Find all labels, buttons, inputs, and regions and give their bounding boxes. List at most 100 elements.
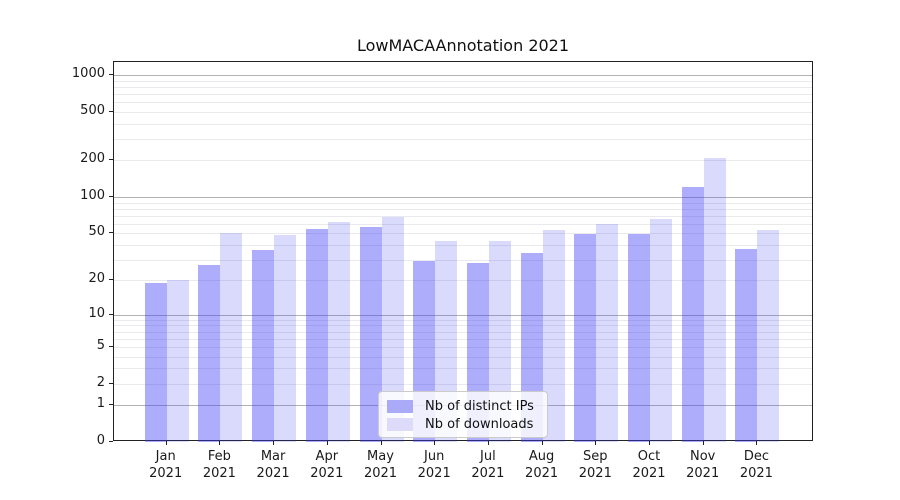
- y-tick-mark: [109, 441, 113, 442]
- y-tick-label: 50: [88, 224, 105, 240]
- x-tick-mark: [434, 441, 436, 445]
- x-tick-label: Jan 2021: [149, 449, 183, 481]
- gridline-minor: [114, 244, 812, 246]
- gridline-minor: [114, 259, 812, 261]
- gridline-minor: [114, 331, 812, 333]
- bar-distinct-ips: [144, 282, 167, 442]
- gridline-minor: [114, 338, 812, 340]
- bar-distinct-ips: [359, 227, 382, 442]
- legend-label-downloads: Nb of downloads: [425, 416, 534, 432]
- y-tick-mark: [109, 279, 113, 281]
- x-tick-label: Apr 2021: [310, 449, 344, 481]
- bar-distinct-ips: [681, 187, 704, 442]
- gridline-minor: [114, 233, 812, 235]
- y-tick-mark: [109, 313, 113, 315]
- x-tick-label: Mar 2021: [256, 449, 290, 481]
- gridline-minor: [114, 356, 812, 358]
- gridline-minor: [114, 139, 812, 141]
- x-tick-mark: [702, 441, 704, 445]
- x-tick-label: Feb 2021: [202, 449, 236, 481]
- gridline-minor: [114, 160, 812, 162]
- y-tick-label: 5: [96, 337, 105, 353]
- x-tick-mark: [756, 441, 758, 445]
- x-tick-mark: [326, 441, 328, 445]
- y-tick-mark: [109, 111, 113, 112]
- x-tick-mark: [219, 441, 221, 445]
- gridline-minor: [114, 223, 812, 225]
- x-tick-mark: [595, 441, 597, 445]
- gridline-minor: [114, 123, 812, 125]
- chart-title: LowMACAAnnotation 2021: [356, 36, 570, 55]
- y-tick-mark: [109, 232, 113, 234]
- x-tick-label: Dec 2021: [739, 449, 773, 481]
- y-tick-label: 2: [96, 374, 105, 390]
- y-tick-label: 100: [80, 188, 105, 203]
- bar-distinct-ips: [198, 265, 221, 442]
- gridline-minor: [114, 368, 812, 370]
- legend-swatch-downloads-icon: [387, 417, 413, 431]
- y-tick-mark: [109, 74, 113, 76]
- gridline-minor: [114, 325, 812, 327]
- bar-downloads: [757, 230, 780, 442]
- legend-swatch-distinct-ips-icon: [387, 399, 413, 413]
- gridline-minor: [114, 215, 812, 217]
- gridline-minor: [114, 87, 812, 89]
- bar-downloads: [166, 280, 189, 442]
- y-tick-mark: [109, 196, 113, 197]
- x-tick-mark: [487, 441, 489, 445]
- gridline-minor: [114, 94, 812, 96]
- gridline-minor: [114, 102, 812, 104]
- bar-downloads: [327, 222, 350, 442]
- legend-item-downloads: Nb of downloads: [387, 416, 539, 432]
- y-tick-mark: [109, 159, 113, 161]
- gridline-major: [114, 75, 812, 77]
- legend-label-distinct-ips: Nb of distinct IPs: [425, 398, 534, 414]
- y-tick-label: 200: [80, 151, 105, 167]
- legend-item-distinct-ips: Nb of distinct IPs: [387, 398, 539, 414]
- x-tick-mark: [165, 441, 167, 445]
- gridline-minor: [114, 208, 812, 210]
- x-tick-label: Oct 2021: [632, 449, 666, 481]
- bar-distinct-ips: [735, 248, 758, 442]
- gridline-minor: [114, 112, 812, 113]
- y-tick-label: 10: [88, 305, 105, 321]
- bar-downloads: [703, 157, 726, 442]
- bar-downloads: [650, 218, 672, 442]
- y-tick-label: 20: [88, 271, 105, 287]
- gridline-minor: [114, 280, 812, 282]
- bar-distinct-ips: [628, 234, 650, 442]
- bar-downloads: [274, 235, 297, 442]
- bar-distinct-ips: [252, 250, 275, 442]
- legend: Nb of distinct IPs Nb of downloads: [378, 391, 548, 438]
- y-tick-mark: [109, 382, 113, 384]
- gridline-minor: [114, 80, 812, 82]
- y-tick-label: 500: [80, 103, 105, 118]
- x-tick-mark: [649, 441, 650, 445]
- bar-distinct-ips: [305, 229, 328, 442]
- bar-downloads: [596, 223, 619, 442]
- x-tick-label: Jul 2021: [471, 449, 505, 481]
- x-tick-mark: [541, 441, 543, 445]
- bar-downloads: [542, 230, 565, 442]
- y-tick-mark: [109, 345, 113, 347]
- gridline-major: [114, 197, 812, 198]
- x-tick-label: Sep 2021: [578, 449, 612, 481]
- plot-area: [113, 61, 813, 442]
- gridline-minor: [114, 383, 812, 385]
- y-tick-mark: [109, 404, 113, 406]
- bar-downloads: [381, 217, 404, 442]
- gridline-major: [114, 314, 812, 316]
- x-tick-label: May 2021: [363, 449, 398, 481]
- x-tick-mark: [380, 441, 382, 445]
- bar-downloads: [220, 233, 243, 442]
- x-tick-label: Aug 2021: [525, 449, 559, 481]
- x-tick-label: Nov 2021: [686, 449, 720, 481]
- gridline-minor: [114, 346, 812, 348]
- x-tick-mark: [273, 441, 275, 445]
- x-tick-label: Jun 2021: [417, 449, 451, 481]
- y-tick-label: 0: [96, 433, 105, 448]
- y-tick-label: 1: [96, 396, 105, 412]
- bar-distinct-ips: [574, 234, 597, 442]
- y-tick-label: 1000: [71, 66, 105, 82]
